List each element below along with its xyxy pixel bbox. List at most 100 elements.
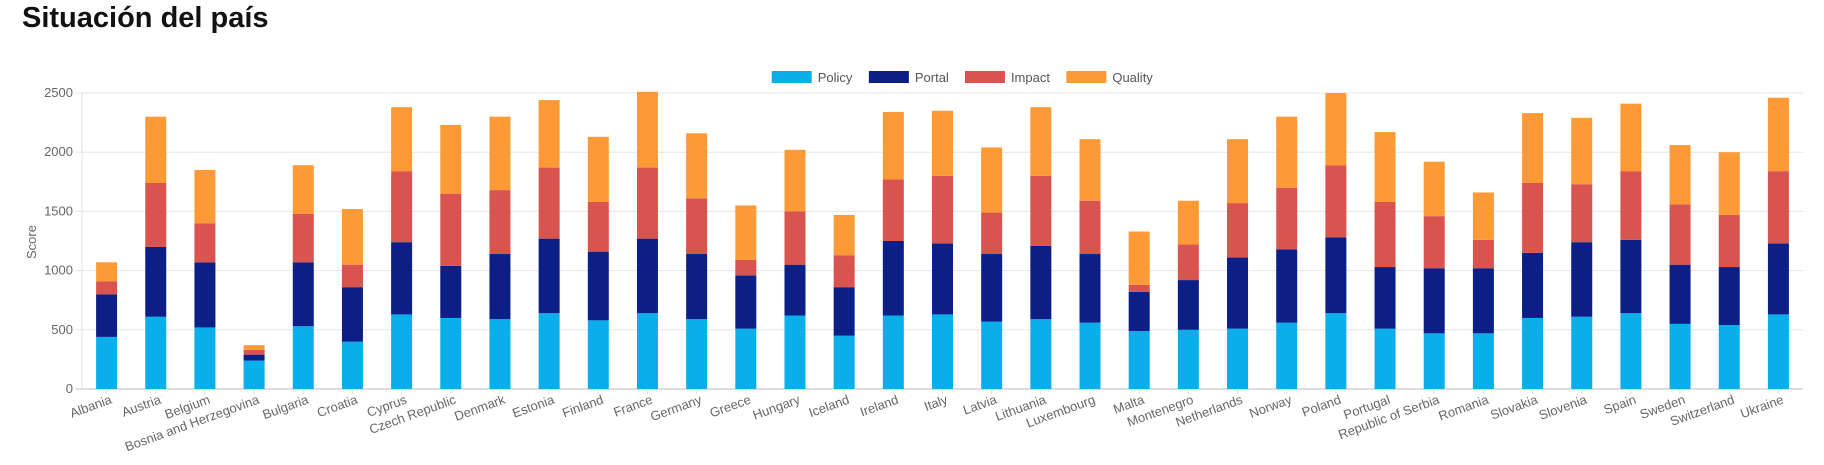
bar-portal-segment <box>1030 245 1052 320</box>
bar-policy-segment <box>1276 322 1298 389</box>
x-tick-label: Estonia <box>510 391 557 420</box>
bar-portal-segment <box>243 354 265 361</box>
bar-quality-segment <box>833 214 855 256</box>
bar-quality-segment <box>440 124 462 194</box>
legend-item-quality[interactable]: Quality <box>1066 70 1153 85</box>
bar-portal-segment <box>292 262 314 327</box>
bar-policy-segment <box>96 336 118 389</box>
bar-quality-segment <box>1669 145 1691 205</box>
axes: 0 500 1000 1500 2000 2500 <box>44 85 1779 396</box>
bar-policy-segment <box>1227 328 1249 389</box>
legend[interactable]: Policy Portal Impact Quality <box>771 70 1154 85</box>
bar-policy-segment <box>1767 314 1789 389</box>
bar-policy-segment <box>391 314 413 389</box>
bar-policy-segment <box>145 316 167 389</box>
bar-policy-segment <box>1079 322 1101 389</box>
legend-item-portal[interactable]: Portal <box>868 70 949 85</box>
bar-quality-segment <box>341 209 363 265</box>
bar-policy-segment <box>341 341 363 389</box>
bar-impact-segment <box>1325 165 1347 238</box>
x-tick-label: Iceland <box>807 392 852 420</box>
bar-impact-segment <box>341 264 363 288</box>
x-tick-label: Finland <box>560 392 605 421</box>
bar-impact-segment <box>1669 204 1691 265</box>
x-tick-label: Slovenia <box>1537 391 1590 422</box>
bar-quality-segment <box>194 169 216 224</box>
bar-policy-segment <box>735 328 757 389</box>
bar-portal-segment <box>1177 280 1199 330</box>
bar-impact-segment <box>1276 187 1298 250</box>
bar-portal-segment <box>1374 267 1396 329</box>
bar-policy-segment <box>1325 313 1347 389</box>
bar-quality-segment <box>538 100 560 168</box>
legend-item-impact[interactable]: Impact <box>964 70 1050 85</box>
bar-quality-segment <box>292 165 314 214</box>
bar-impact-segment <box>784 211 806 265</box>
bar-impact-segment <box>440 193 462 266</box>
bar-impact-segment <box>1030 175 1052 246</box>
bar-policy-segment <box>440 317 462 389</box>
x-tick-label: Spain <box>1602 392 1638 417</box>
bar-policy-segment <box>1177 329 1199 389</box>
bar-quality-segment <box>636 91 658 168</box>
bar-portal-segment <box>784 264 806 316</box>
legend-label: Impact <box>1011 70 1050 85</box>
bar-quality-segment <box>1374 132 1396 202</box>
bar-impact-segment <box>932 175 953 244</box>
bar-impact-segment <box>145 182 167 247</box>
y-tick-label: 500 <box>51 322 73 337</box>
y-tick-label: 2000 <box>44 144 73 159</box>
legend-swatch <box>868 71 909 83</box>
legend-label: Policy <box>818 70 853 85</box>
bar-portal-segment <box>735 275 757 329</box>
bar-portal-segment <box>1472 268 1494 334</box>
bar-policy-segment <box>833 335 855 389</box>
legend-item-policy[interactable]: Policy <box>771 70 853 85</box>
bar-portal-segment <box>1718 267 1740 326</box>
bar-portal-segment <box>1227 257 1249 329</box>
y-tick-label: 1500 <box>44 203 73 218</box>
bar-portal-segment <box>833 287 855 336</box>
bar-quality-segment <box>1276 116 1298 188</box>
bar-portal-segment <box>882 241 904 316</box>
bar-portal-segment <box>194 262 216 328</box>
bar-portal-segment <box>1669 264 1691 324</box>
bar-policy-segment <box>1423 333 1445 389</box>
y-tick-label: 2500 <box>44 85 73 100</box>
x-tick-label: Poland <box>1300 392 1343 420</box>
x-tick-label: Croatia <box>315 391 360 420</box>
bar-portal-segment <box>1128 291 1150 331</box>
legend-swatch <box>1066 71 1107 83</box>
bar-policy-segment <box>1128 330 1150 389</box>
x-tick-label: Bulgaria <box>260 391 311 422</box>
bar-policy-segment <box>1472 333 1494 389</box>
bar-impact-segment <box>686 198 708 255</box>
legend-label: Portal <box>915 70 949 85</box>
y-tick-label: 0 <box>66 381 73 396</box>
bar-portal-segment <box>686 254 708 320</box>
bar-impact-segment <box>833 255 855 288</box>
bar-portal-segment <box>636 238 658 314</box>
bar-portal-segment <box>1767 243 1789 315</box>
bar-policy-segment <box>981 321 1003 389</box>
x-tick-label: Italy <box>922 392 950 414</box>
bar-policy-segment <box>932 314 953 389</box>
bar-impact-segment <box>538 167 560 239</box>
bar-quality-segment <box>1325 93 1347 166</box>
x-tick-label: Romania <box>1436 391 1491 423</box>
bar-portal-segment <box>489 254 511 320</box>
y-axis-title: Score <box>24 225 39 259</box>
bar-impact-segment <box>489 190 511 255</box>
bar-policy-segment <box>1669 323 1691 389</box>
bar-quality-segment <box>981 147 1003 213</box>
bar-policy-segment <box>686 319 708 389</box>
bar-policy-segment <box>587 320 609 389</box>
bar-quality-segment <box>932 110 953 176</box>
x-tick-label: Hungary <box>751 392 803 423</box>
bar-quality-segment <box>686 133 708 199</box>
x-tick-label: Norway <box>1247 392 1294 421</box>
legend-swatch <box>771 71 812 83</box>
bar-quality-segment <box>1128 231 1150 285</box>
